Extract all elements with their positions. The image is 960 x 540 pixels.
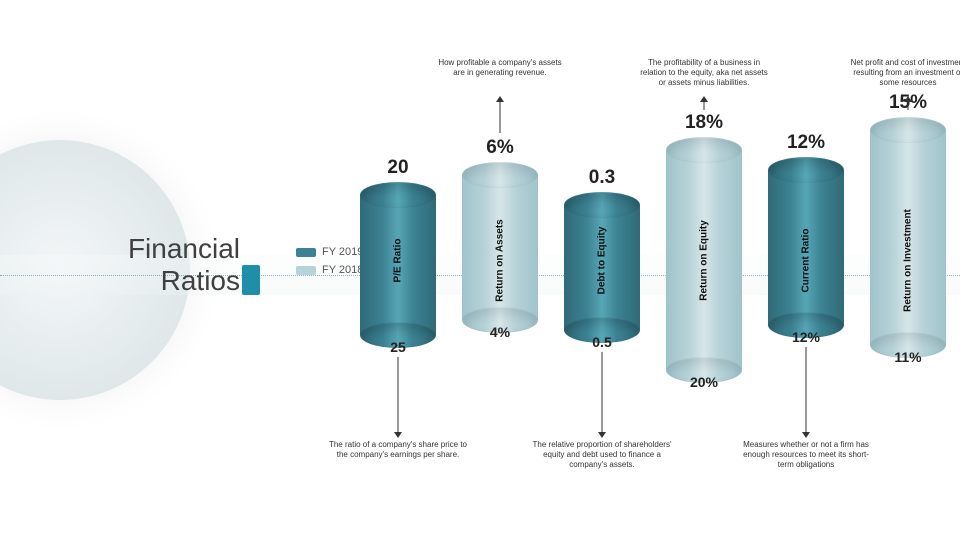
desc-bottom-pe-ratio: The ratio of a company's share price to …	[328, 440, 468, 460]
pillar-cap-top	[768, 157, 844, 183]
desc-bottom-current-ratio: Measures whether or not a firm has enoug…	[736, 440, 876, 470]
legend-label-2019: FY 2019	[322, 246, 363, 258]
desc-bottom-debt-to-equity: The relative proportion of shareholders'…	[532, 440, 672, 470]
pillar-label: Return on Equity	[699, 220, 710, 301]
pillar-value-bottom: 25	[360, 339, 436, 355]
pillar-value-top: 6%	[462, 137, 538, 159]
pillar-cap-top	[462, 162, 538, 188]
pillar-value-bottom: 11%	[870, 349, 946, 365]
pillar-value-bottom: 4%	[462, 324, 538, 340]
desc-top-return-on-equity: The profitability of a business in relat…	[639, 58, 769, 88]
legend-label-2018: FY 2018	[322, 264, 363, 276]
pillar-cap-top	[360, 182, 436, 208]
pillar-value-top: 18%	[666, 112, 742, 134]
pillar-value-bottom: 12%	[768, 329, 844, 345]
legend-fy2018: FY 2018	[296, 264, 363, 276]
pillar-cap-top	[564, 192, 640, 218]
pillar-cap-top	[666, 137, 742, 163]
legend-swatch-2018	[296, 266, 316, 275]
pillar-value-top: 12%	[768, 132, 844, 154]
pillar-label: Debt to Equity	[597, 227, 608, 295]
pillar-label: Return on Assets	[495, 219, 506, 301]
desc-top-return-on-assets: How profitable a company's assets are in…	[435, 58, 565, 78]
pillar-label: P/E Ratio	[393, 239, 404, 283]
page-title: Financial Ratios	[60, 233, 240, 297]
pillar-cap-top	[870, 117, 946, 143]
legend-swatch-2019	[296, 248, 316, 257]
pillar-label: Current Ratio	[801, 229, 812, 293]
legend-fy2019: FY 2019	[296, 246, 363, 258]
pillar-value-bottom: 20%	[666, 374, 742, 390]
title-accent-bar	[242, 265, 260, 295]
pillar-value-top: 20	[360, 157, 436, 179]
pillar-label: Return on Investment	[903, 209, 914, 312]
pillar-value-bottom: 0.5	[564, 334, 640, 350]
desc-top-return-on-investment: Net profit and cost of investment result…	[843, 58, 960, 88]
pillar-value-top: 0.3	[564, 167, 640, 189]
slide: Financial Ratios FY 2019 FY 2018 20 25 P/E…	[0, 0, 960, 540]
